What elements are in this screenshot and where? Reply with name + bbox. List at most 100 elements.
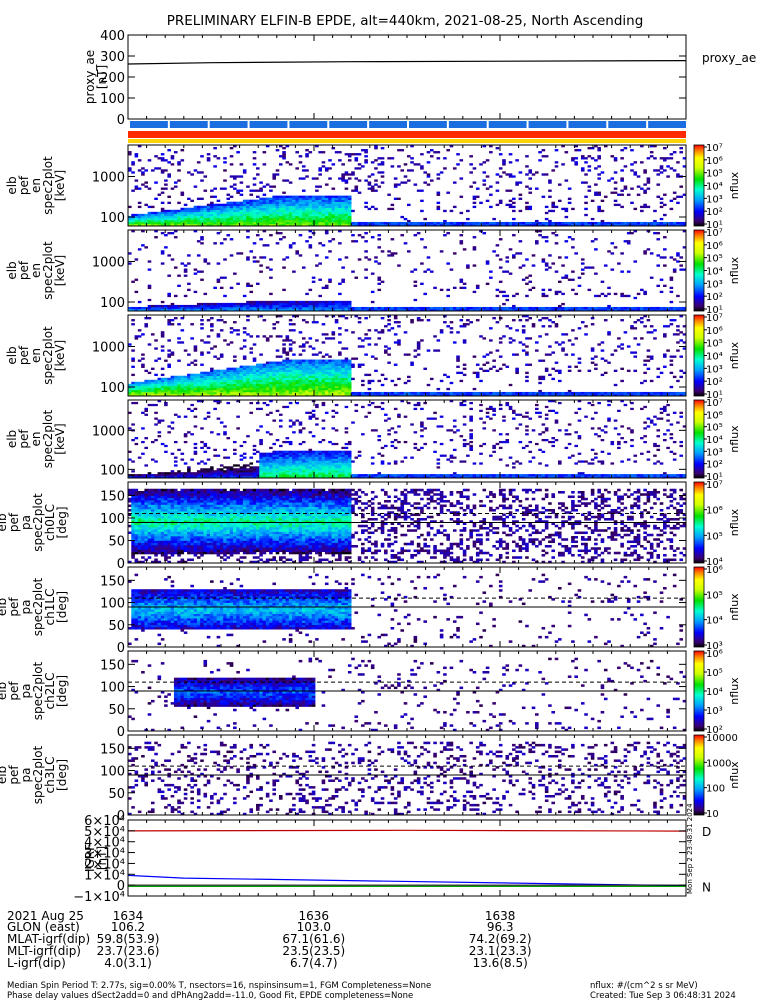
heatmap-cell bbox=[203, 175, 208, 178]
heatmap-cell bbox=[236, 211, 240, 215]
heatmap-cell bbox=[548, 209, 552, 213]
heatmap-cell bbox=[318, 151, 322, 154]
heatmap-cell bbox=[275, 377, 280, 381]
heatmap-cell bbox=[613, 187, 618, 190]
heatmap-cell bbox=[282, 385, 286, 389]
heatmap-cell bbox=[246, 221, 250, 225]
heatmap-cell bbox=[324, 256, 329, 259]
heatmap-cell bbox=[150, 474, 155, 477]
heatmap-cell bbox=[269, 387, 273, 391]
heatmap-cell bbox=[544, 369, 549, 372]
heatmap-cell bbox=[482, 171, 487, 174]
heatmap-cell bbox=[341, 173, 345, 176]
heatmap-cell bbox=[157, 474, 162, 477]
heatmap-cell bbox=[331, 367, 336, 370]
heatmap-cell bbox=[328, 217, 332, 221]
heatmap-cell bbox=[150, 440, 155, 444]
heatmap-cell bbox=[489, 185, 493, 188]
heatmap-cell bbox=[485, 306, 490, 310]
heatmap-cell bbox=[187, 207, 191, 211]
heatmap-cell bbox=[574, 149, 578, 152]
colorbar-label: nflux bbox=[728, 171, 741, 199]
heatmap-cell bbox=[472, 205, 477, 209]
heatmap-cell bbox=[600, 171, 605, 174]
heatmap-cell bbox=[600, 341, 605, 344]
heatmap-cell bbox=[338, 373, 342, 377]
heatmap-cell bbox=[472, 264, 477, 267]
heatmap-cell bbox=[489, 205, 493, 209]
heatmap-cell bbox=[170, 187, 175, 190]
heatmap-cell bbox=[269, 217, 273, 221]
heatmap-cell bbox=[410, 161, 414, 164]
heatmap-cell bbox=[636, 343, 641, 346]
heatmap-cell bbox=[256, 209, 260, 213]
heatmap-cell bbox=[242, 327, 247, 330]
heatmap-cell bbox=[246, 201, 250, 205]
heatmap-cell bbox=[548, 189, 552, 192]
heatmap-cell bbox=[301, 205, 306, 209]
heatmap-cell bbox=[479, 335, 483, 338]
heatmap-cell bbox=[321, 379, 326, 383]
heatmap-cell bbox=[190, 403, 194, 407]
heatmap-cell bbox=[321, 306, 326, 310]
heatmap-cell bbox=[187, 391, 191, 395]
heatmap-cell bbox=[531, 391, 536, 395]
heatmap-cell bbox=[269, 385, 273, 389]
heatmap-cell bbox=[213, 472, 217, 475]
heatmap-cell bbox=[649, 391, 654, 395]
heatmap-cell bbox=[200, 371, 204, 375]
heatmap-cell bbox=[236, 302, 240, 306]
y-tick-label: 100 bbox=[100, 296, 125, 311]
heatmap-cell bbox=[292, 377, 296, 381]
heatmap-cell bbox=[315, 367, 319, 370]
heatmap-cell bbox=[131, 306, 135, 310]
heatmap-cell bbox=[242, 391, 247, 395]
heatmap-cell bbox=[173, 460, 178, 463]
heatmap-cell bbox=[157, 435, 162, 438]
heatmap-cell bbox=[341, 215, 345, 219]
heatmap-cell bbox=[275, 213, 280, 217]
heatmap-cell bbox=[242, 209, 247, 213]
heatmap-cell bbox=[131, 365, 135, 368]
heatmap-cell bbox=[653, 306, 657, 310]
heatmap-cell bbox=[656, 195, 661, 198]
heatmap-cell bbox=[170, 381, 175, 385]
heatmap-cell bbox=[344, 213, 349, 217]
heatmap-cell bbox=[233, 373, 237, 377]
heatmap-cell bbox=[548, 353, 552, 356]
heatmap-cell bbox=[384, 325, 388, 328]
heatmap-cell bbox=[272, 361, 277, 364]
heatmap-cell bbox=[219, 215, 224, 219]
heatmap-cell bbox=[397, 306, 401, 310]
heatmap-cell bbox=[456, 355, 460, 358]
heatmap-cell bbox=[157, 421, 162, 424]
heatmap-cell bbox=[167, 379, 171, 383]
heatmap-cell bbox=[305, 209, 309, 213]
heatmap-cell bbox=[341, 383, 345, 387]
heatmap-cell bbox=[318, 383, 322, 387]
heatmap-cell bbox=[646, 157, 651, 160]
heatmap-cell bbox=[134, 389, 139, 393]
heatmap-cell bbox=[233, 175, 237, 178]
heatmap-cell bbox=[144, 323, 148, 326]
heatmap-cell bbox=[318, 207, 322, 211]
heatmap-cell bbox=[242, 345, 247, 348]
heatmap-cell bbox=[265, 383, 270, 387]
heatmap-cell bbox=[173, 440, 178, 444]
heatmap-cell bbox=[663, 391, 667, 395]
heatmap-cell bbox=[193, 347, 198, 350]
heatmap-cell bbox=[341, 280, 345, 283]
heatmap-cell bbox=[262, 221, 267, 225]
heatmap-cell bbox=[170, 213, 175, 217]
heatmap-cell bbox=[131, 189, 135, 192]
heatmap-cell bbox=[164, 383, 168, 387]
heatmap-cell bbox=[426, 221, 431, 225]
heatmap-cell bbox=[259, 387, 263, 391]
heatmap-cell bbox=[193, 425, 198, 428]
heatmap-cell bbox=[311, 369, 316, 372]
heatmap-cell bbox=[288, 381, 293, 385]
heatmap-cell bbox=[301, 197, 306, 200]
heatmap-cell bbox=[187, 407, 191, 411]
heatmap-cell bbox=[390, 157, 395, 160]
heatmap-cell bbox=[288, 215, 293, 219]
